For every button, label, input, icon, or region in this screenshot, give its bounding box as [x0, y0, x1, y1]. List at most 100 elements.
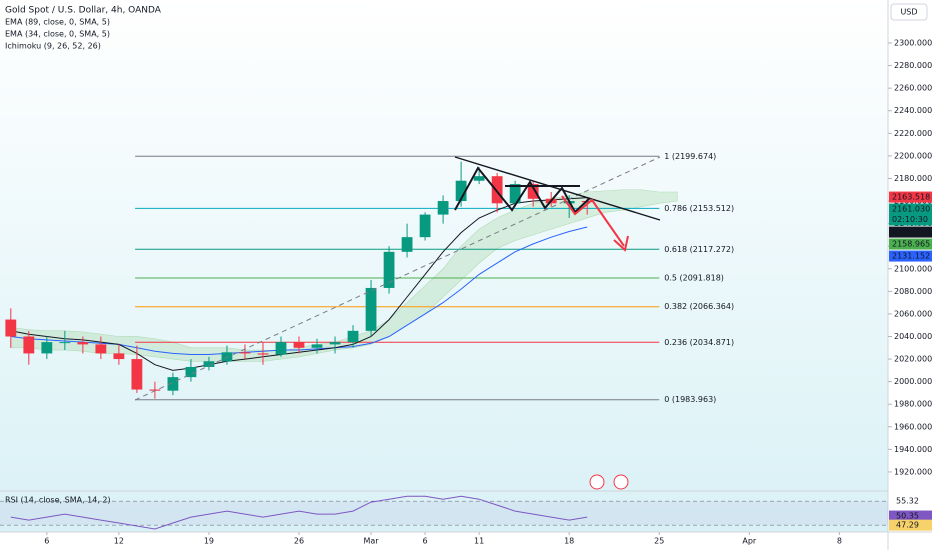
candle-body [509, 184, 521, 204]
fib-label: 0.236 (2034.871) [664, 338, 734, 347]
y-tick-label: 1920.000 [894, 467, 932, 476]
price-badge-label: 2131.152 [892, 252, 930, 261]
candle-body [383, 251, 395, 288]
candle-body [113, 353, 125, 360]
y-tick-label: 2100.000 [894, 264, 932, 273]
fib-label: 0 (1983.963) [664, 395, 716, 404]
x-tick-label: 6 [44, 537, 49, 546]
price-badge [889, 203, 932, 226]
indicator-label: EMA (89, close, 0, SMA, 5) [5, 18, 110, 27]
candle-body [41, 342, 53, 354]
candle-body [23, 336, 35, 354]
price-badge-label: 2163.518 [892, 193, 930, 202]
indicator-label: EMA (34, close, 0, SMA, 5) [5, 30, 110, 39]
chart-background [0, 0, 888, 532]
candle-body [473, 176, 485, 181]
candle-body [437, 201, 449, 215]
candle-body [311, 344, 323, 348]
fib-label: 0.618 (2117.272) [664, 245, 734, 254]
candle-body [131, 359, 143, 390]
candle-body [455, 180, 467, 202]
ichimoku-cloud [10, 189, 678, 362]
y-tick-label: 1980.000 [894, 400, 932, 409]
indicator-label: Ichimoku (9, 26, 52, 26) [5, 42, 101, 51]
candle-body [275, 342, 287, 355]
rsi-badge [889, 510, 932, 522]
candle-body [185, 366, 197, 378]
candle-body [365, 287, 377, 331]
x-tick-label: Mar [364, 537, 380, 546]
candle-body [167, 377, 179, 391]
projection-arrow [561, 195, 625, 247]
x-tick-label: 12 [114, 537, 124, 546]
fib-label: 0.382 (2066.364) [664, 302, 734, 311]
price-badge [889, 250, 932, 262]
x-tick-label: 18 [564, 537, 574, 546]
candle-body [419, 214, 431, 238]
countdown: 02:10:30 [892, 215, 928, 224]
y-tick-label: 2040.000 [894, 332, 932, 341]
layers: 2300.000 2280.000 2260.000 2240.000 2220.000… [0, 39, 932, 546]
candle-body [221, 352, 233, 362]
drawings [134, 3, 928, 490]
price-axis-background [888, 0, 932, 550]
y-tick-label: 2060.000 [894, 309, 932, 318]
x-tick-label: 26 [294, 537, 304, 546]
price-badge-label: 2158.965 [892, 240, 930, 249]
x-tick-label: 8 [837, 537, 842, 546]
currency-box[interactable] [890, 3, 928, 21]
currency: USD [900, 8, 917, 17]
x-tick-label: 25 [654, 537, 664, 546]
candle-body [77, 342, 89, 345]
y-tick-label: 2220.000 [894, 129, 932, 138]
candle-body [527, 184, 539, 199]
candle-body [293, 342, 305, 348]
y-tick-label: 2020.000 [894, 355, 932, 364]
candle-body [491, 176, 503, 204]
chart-title: Gold Spot / U.S. Dollar, 4h, OANDA [5, 6, 162, 16]
y-tick-label: 2300.000 [894, 39, 932, 48]
event-icon[interactable] [613, 474, 629, 490]
event-icon[interactable] [589, 474, 605, 490]
y-tick-label: 2240.000 [894, 106, 932, 115]
y-tick-label: 2180.000 [894, 174, 932, 183]
candle-body [257, 353, 269, 355]
y-tick-label: 2000.000 [894, 377, 932, 386]
fib-label: 0.5 (2091.818) [664, 273, 724, 282]
price-badge-label: 2161.030 [892, 205, 930, 214]
price-badge [889, 191, 932, 203]
trend-line [454, 156, 661, 221]
candle-body [347, 330, 359, 343]
x-tick-label: 19 [204, 537, 214, 546]
y-tick-label: 2080.000 [894, 287, 932, 296]
fib-trend-line [134, 156, 661, 401]
candle-body [5, 319, 17, 337]
x-tick-label: 11 [474, 537, 484, 546]
zigzag-pattern [454, 166, 591, 214]
y-tick-label: 1960.000 [894, 422, 932, 431]
rsi-badge [889, 519, 932, 531]
y-tick-label: 2260.000 [894, 84, 932, 93]
arrow-head [613, 235, 629, 252]
fib-label: 0.786 (2153.512) [664, 204, 734, 213]
candle-body [149, 389, 161, 391]
candle-body [59, 342, 71, 344]
y-tick-label: 2200.000 [894, 151, 932, 160]
rsi-band [0, 501, 888, 526]
price-badge [889, 238, 932, 250]
legend-texts: Gold Spot / U.S. Dollar, 4h, OANDA EMA (… [5, 6, 918, 505]
rsi-badge-label: 47.29 [896, 521, 919, 530]
candle-body [95, 344, 107, 354]
y-tick-label: 2280.000 [894, 61, 932, 70]
candle-body [239, 352, 251, 354]
candle-body [401, 237, 413, 252]
price-badge [889, 226, 932, 238]
x-tick-label: Apr [742, 537, 757, 546]
candle-body [203, 361, 215, 367]
fib-label: 1 (2199.674) [664, 152, 716, 161]
x-tick-label: 6 [423, 537, 428, 546]
candle-body [329, 342, 341, 345]
rsi-title: RSI (14, close, SMA, 14, 2) [5, 496, 111, 505]
rsi-line [10, 495, 588, 530]
